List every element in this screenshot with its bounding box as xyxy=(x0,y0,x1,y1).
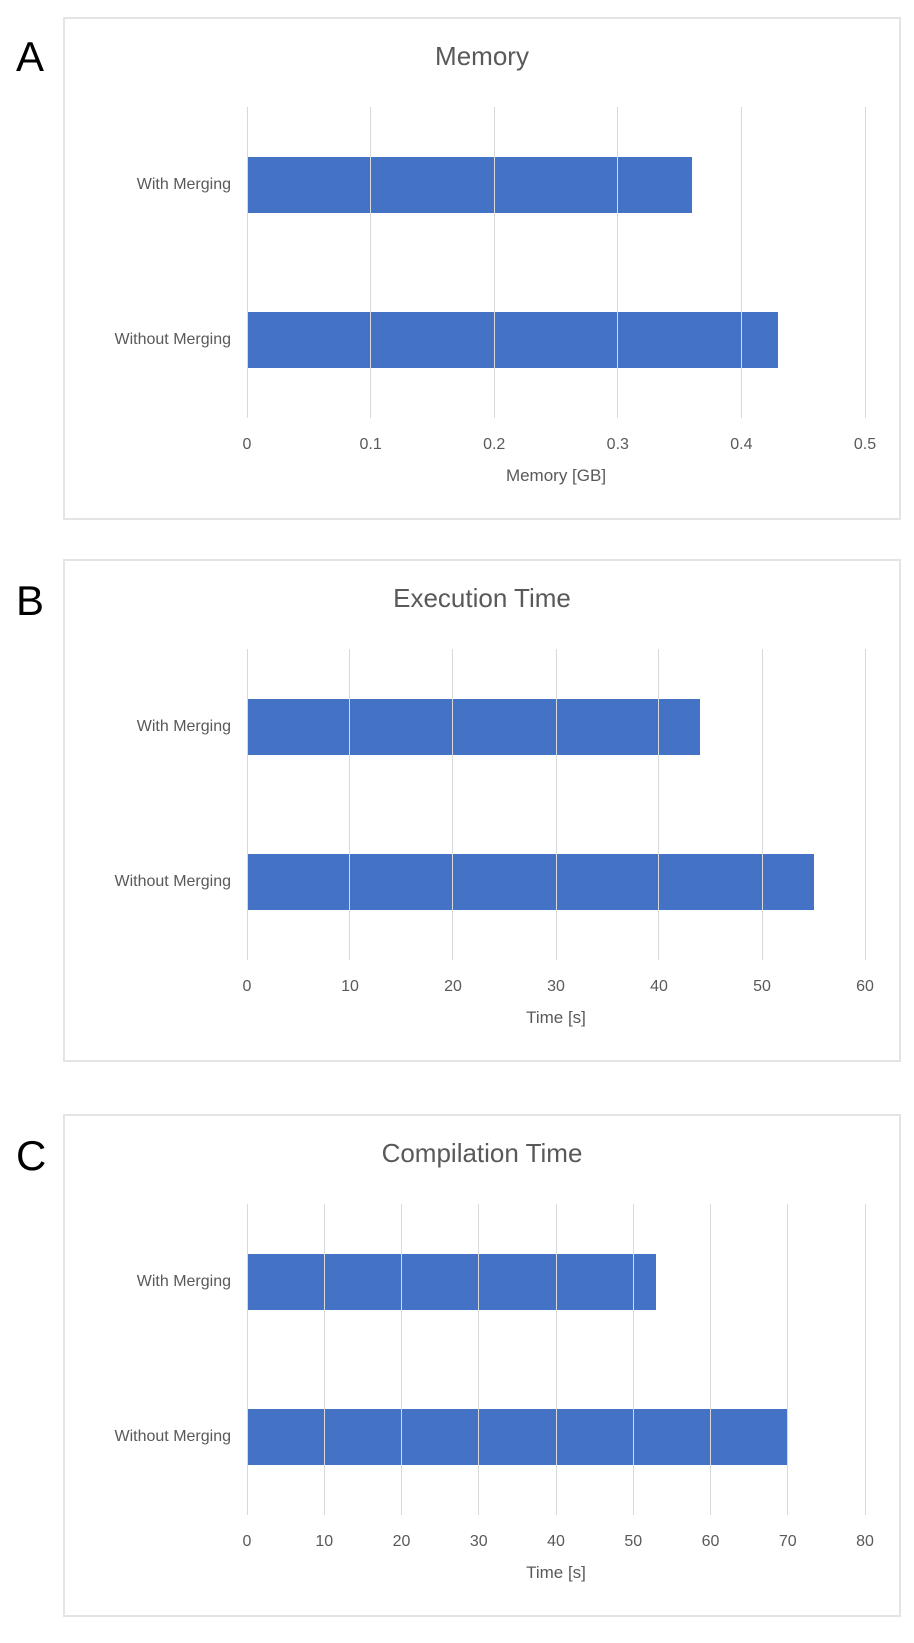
category-label-with-merging: With Merging xyxy=(136,1273,231,1290)
category-label-with-merging: With Merging xyxy=(136,718,231,735)
x-tick-label: 0 xyxy=(242,436,252,453)
x-tick-label: 20 xyxy=(444,978,462,995)
x-tick-label: 30 xyxy=(469,1533,488,1550)
gridline xyxy=(658,649,660,960)
gridline xyxy=(864,649,866,960)
gridline xyxy=(401,1204,402,1515)
plot-area xyxy=(246,1204,866,1515)
category-label-without-merging: Without Merging xyxy=(114,873,232,890)
chart-panel-compilation-time: Compilation Time With Merging Without Me… xyxy=(63,1114,901,1617)
category-label-with-merging: With Merging xyxy=(136,176,231,193)
x-tick-label: 20 xyxy=(392,1533,411,1550)
gridline xyxy=(246,107,248,418)
x-tick-label: 0.5 xyxy=(853,436,877,453)
gridline xyxy=(761,649,763,960)
x-tick-label: 10 xyxy=(341,978,359,995)
category-label-without-merging: Without Merging xyxy=(114,1428,232,1445)
chart-title: Compilation Time xyxy=(381,1138,583,1168)
x-axis-title: Time [s] xyxy=(526,1563,586,1582)
x-tick-label: 30 xyxy=(547,978,565,995)
gridline xyxy=(864,1204,866,1515)
x-tick-label: 50 xyxy=(753,978,771,995)
x-tick-label: 40 xyxy=(650,978,668,995)
x-tick-label: 0.2 xyxy=(483,436,506,453)
x-tick-label: 60 xyxy=(701,1533,720,1550)
gridline xyxy=(246,1204,248,1515)
gridline xyxy=(632,1204,634,1515)
gridline xyxy=(478,1204,480,1515)
x-tick-label: 0 xyxy=(242,1533,252,1550)
panel-letter-c: C xyxy=(16,1132,47,1179)
chart-title: Execution Time xyxy=(393,583,571,613)
gridline xyxy=(740,107,742,418)
chart-panel-execution-time: Execution Time With Merging Without Merg… xyxy=(63,559,901,1062)
gridline xyxy=(349,649,351,960)
gridline xyxy=(710,1204,711,1515)
x-tick-label: 0.1 xyxy=(359,436,382,453)
x-tick-label: 10 xyxy=(315,1533,334,1550)
bar-without-merging xyxy=(247,854,814,911)
gridline xyxy=(555,649,557,960)
x-tick-label: 0.3 xyxy=(606,436,629,453)
gridline xyxy=(452,649,454,960)
bar-without-merging xyxy=(247,1409,788,1466)
plot-area xyxy=(246,649,866,960)
x-tick-label: 40 xyxy=(547,1533,565,1550)
gridline xyxy=(864,107,866,418)
x-axis-title: Time [s] xyxy=(526,1008,586,1027)
gridline xyxy=(617,107,619,418)
chart-panel-memory: Memory With Merging Without Merging Memo… xyxy=(63,17,901,520)
x-tick-label: 60 xyxy=(856,978,874,995)
x-tick-label: 0.4 xyxy=(730,436,753,453)
chart-title: Memory xyxy=(435,41,529,71)
x-tick-label: 80 xyxy=(856,1533,874,1550)
bar-with-merging xyxy=(247,698,701,755)
category-label-without-merging: Without Merging xyxy=(114,331,232,348)
x-tick-label: 70 xyxy=(778,1533,797,1550)
bar-with-merging xyxy=(247,156,692,213)
panel-letter-b: B xyxy=(16,577,45,624)
x-axis-title: Memory [GB] xyxy=(505,466,607,485)
gridline xyxy=(787,1204,789,1515)
bar-with-merging xyxy=(247,1253,657,1310)
gridline xyxy=(323,1204,325,1515)
gridline xyxy=(370,107,372,418)
plot-area xyxy=(246,107,866,418)
gridline xyxy=(493,107,495,418)
gridline xyxy=(555,1204,557,1515)
x-tick-label: 0 xyxy=(242,978,252,995)
gridline xyxy=(246,649,248,960)
x-tick-label: 50 xyxy=(624,1533,643,1550)
bar-without-merging xyxy=(247,312,779,369)
panel-letter-a: A xyxy=(16,33,45,80)
